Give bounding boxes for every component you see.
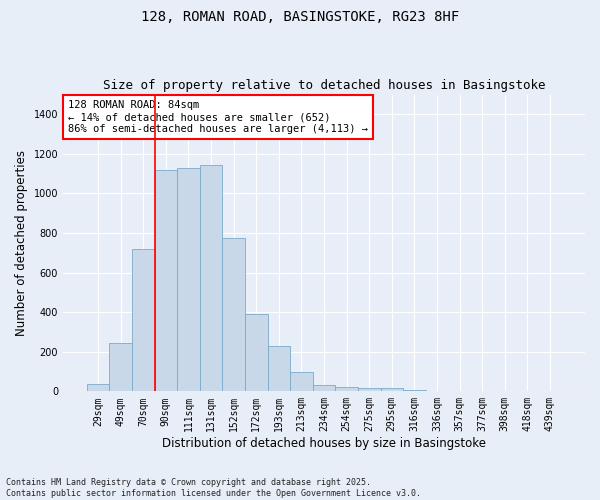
Bar <box>132 249 155 392</box>
Bar <box>290 372 313 392</box>
Bar <box>87 384 109 392</box>
Bar <box>200 165 223 392</box>
Bar <box>313 386 335 392</box>
Title: Size of property relative to detached houses in Basingstoke: Size of property relative to detached ho… <box>103 79 545 92</box>
Bar <box>155 170 177 392</box>
Bar <box>358 388 380 392</box>
Bar <box>403 390 426 392</box>
Bar <box>380 388 403 392</box>
Bar <box>245 314 268 392</box>
Bar <box>335 387 358 392</box>
Y-axis label: Number of detached properties: Number of detached properties <box>15 150 28 336</box>
Text: 128, ROMAN ROAD, BASINGSTOKE, RG23 8HF: 128, ROMAN ROAD, BASINGSTOKE, RG23 8HF <box>141 10 459 24</box>
Bar <box>268 346 290 392</box>
Bar <box>177 168 200 392</box>
Bar <box>223 238 245 392</box>
Text: Contains HM Land Registry data © Crown copyright and database right 2025.
Contai: Contains HM Land Registry data © Crown c… <box>6 478 421 498</box>
X-axis label: Distribution of detached houses by size in Basingstoke: Distribution of detached houses by size … <box>162 437 486 450</box>
Bar <box>109 343 132 392</box>
Text: 128 ROMAN ROAD: 84sqm
← 14% of detached houses are smaller (652)
86% of semi-det: 128 ROMAN ROAD: 84sqm ← 14% of detached … <box>68 100 368 134</box>
